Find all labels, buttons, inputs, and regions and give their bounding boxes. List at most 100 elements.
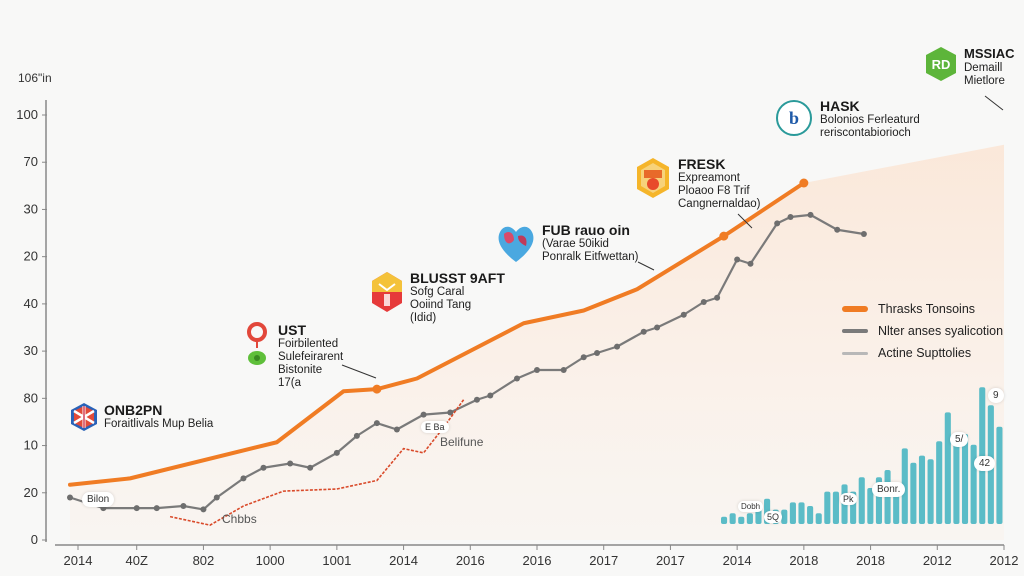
series-marker [774, 220, 781, 227]
bar [901, 448, 908, 524]
annotation-blusst: BLUSST 9AFT Sofg Caral Ooiind Tang (Idid… [370, 270, 505, 325]
bar [910, 462, 917, 524]
annotation-body: Foraitlivals Mup Belia [104, 418, 214, 430]
legend-swatch-gray [842, 329, 868, 333]
svg-text:b: b [789, 108, 799, 128]
annotation-body-line: reriscontabiorioch [820, 127, 911, 139]
annotation-body-line: Sulefeirarent [278, 351, 344, 363]
legend-item[interactable]: Actine Supttolies [842, 342, 1003, 364]
annotation-body-line: Demaill [964, 62, 1003, 74]
y-ticks: 0 20 10 80 30 40 20 30 70 100 [16, 107, 47, 547]
series-marker [473, 396, 480, 403]
series-marker [67, 494, 73, 501]
y-tick-label: 0 [31, 532, 38, 547]
y-axis-unit-label: 106"in [18, 71, 52, 85]
y-tick-label: 30 [24, 201, 38, 216]
bar [970, 444, 977, 524]
series-line-0 [68, 181, 806, 487]
x-tick-label: 2017 [656, 553, 685, 568]
annotation-body-line: Sofg Caral [410, 286, 465, 298]
annotation-body-line: Foirbilented [278, 338, 339, 350]
axes: 106"in [18, 71, 1004, 546]
series-marker [614, 343, 621, 350]
circle-logo-icon: b [776, 100, 812, 136]
badge-hexagon-icon [637, 158, 669, 198]
bar [996, 426, 1003, 524]
bar [798, 502, 805, 524]
line-layer [67, 178, 867, 526]
x-tick-label: 2018 [856, 553, 885, 568]
legend-item[interactable]: Nlter anses syalicotion [842, 320, 1003, 342]
series-marker [153, 505, 160, 512]
bar [746, 513, 753, 524]
annotation-hask: b HASK Bolonios Ferleaturd reriscontabio… [774, 98, 920, 140]
annotation-leader-lines [341, 95, 1004, 379]
y-tick-label: 70 [24, 154, 38, 169]
x-tick-label: 802 [193, 553, 215, 568]
y-tick-label: 20 [24, 249, 38, 264]
annotation-ust: UST Foirbilented Sulefeirarent Bistonite… [244, 322, 343, 390]
y-tick-label: 100 [16, 107, 38, 122]
annotation-fresk: FRESK Expreamont Ploaoo F8 Trif Cangnern… [634, 156, 760, 211]
x-tick-label: 2014 [64, 553, 93, 568]
legend-label: Actine Supttolies [878, 346, 972, 360]
annotation-onb2pn: ONB2PN Foraitlivals Mup Belia [70, 402, 213, 432]
bar [832, 491, 839, 524]
bar [815, 513, 822, 524]
series-marker [420, 411, 427, 418]
series-marker [594, 350, 601, 356]
series-marker [373, 420, 380, 427]
bar [867, 488, 874, 524]
annotation-fub: FUB rauo oin (Varae 50ikid Ponralk Eitfw… [496, 222, 639, 266]
annotation-title: MSSIAC [964, 46, 1015, 61]
x-tick-label: 2018 [789, 553, 818, 568]
annotation-title: ONB2PN [104, 402, 163, 418]
area-fill-layer [70, 144, 1004, 540]
series-marker [487, 392, 494, 399]
bar [781, 509, 788, 524]
bar [721, 516, 728, 524]
y-tick-label: 30 [24, 343, 38, 358]
svg-text:RD: RD [932, 57, 951, 72]
series-marker [260, 464, 267, 471]
y-tick-label: 80 [24, 390, 38, 405]
green-hexagon-icon: RD [926, 47, 956, 81]
annotation-body-line: Ploaoo F8 Trif [678, 185, 750, 197]
annotation-body-line: 17(a [278, 377, 302, 389]
bar-label-bubble: Pk [840, 493, 857, 505]
area-fill [70, 144, 1004, 540]
x-tick-label: 2012 [923, 553, 952, 568]
series-marker [200, 506, 207, 513]
series-marker [240, 475, 247, 482]
bar [979, 387, 986, 524]
bar [944, 412, 951, 524]
annotation-mssiac: RD MSSIAC Demaill Mietlore [924, 46, 1015, 88]
annotation-body-line: Cangnernaldao) [678, 198, 761, 210]
bar [789, 502, 796, 524]
bar [936, 441, 943, 524]
bar [884, 470, 891, 524]
annotation-body-line: Bistonite [278, 364, 323, 376]
legend-item[interactable]: Thrasks Tonsoins [842, 298, 1003, 320]
series-marker [513, 375, 520, 382]
annotation-body-line: Mietlore [964, 75, 1005, 87]
y-tick-label: 10 [24, 438, 38, 453]
bar [738, 516, 745, 524]
bar [755, 509, 762, 524]
legend-swatch-light-gray [842, 351, 868, 355]
bar [729, 513, 736, 524]
series-marker [372, 384, 382, 394]
point-label-bubble: Bilon [82, 492, 115, 507]
series-marker [700, 299, 707, 305]
series-marker [133, 505, 140, 512]
annotation-title: FUB rauo oin [542, 222, 630, 238]
annotation-body-line: (Idid) [410, 312, 437, 324]
series-marker [834, 226, 841, 233]
bar [858, 477, 865, 524]
x-tick-label: 2017 [589, 553, 618, 568]
bar-label-bubble: 9 [988, 388, 1004, 403]
series-marker [447, 409, 454, 416]
bar [927, 459, 934, 524]
series-marker [787, 214, 794, 220]
